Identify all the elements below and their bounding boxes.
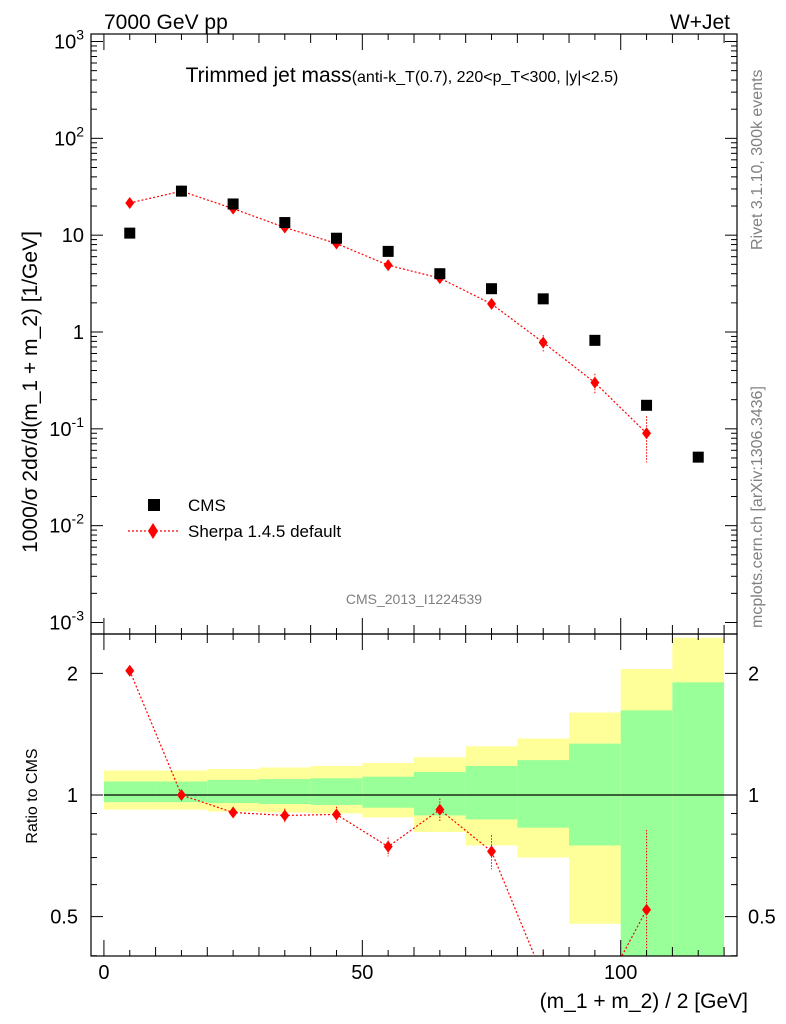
ratio-point — [487, 845, 497, 858]
cms-point — [434, 268, 446, 280]
ratio-point — [280, 809, 290, 822]
legend-label-cms: CMS — [188, 496, 226, 515]
band-inner — [465, 765, 518, 820]
ratio-y-tick-label-left: 2 — [67, 663, 78, 685]
x-tick-label: 50 — [351, 962, 373, 984]
main-y-tick-label: 10-2 — [49, 511, 84, 538]
legend-marker-sherpa — [148, 523, 158, 539]
band-inner — [207, 779, 259, 804]
ratio-point — [228, 806, 238, 819]
cms-point — [692, 451, 704, 463]
sherpa-point — [125, 196, 135, 209]
x-tick-label: 0 — [98, 962, 109, 984]
header-right: W+Jet — [670, 11, 730, 34]
sherpa-point — [538, 336, 548, 349]
band-inner — [517, 760, 570, 828]
main-y-tick-label: 1 — [73, 322, 84, 344]
main-frame — [90, 33, 738, 635]
ratio-point — [331, 808, 341, 821]
chart-title-main: Trimmed jet mass — [186, 64, 352, 87]
ratio-point — [539, 971, 548, 983]
header-left: 7000 GeV pp — [104, 11, 228, 34]
sherpa-point — [383, 259, 393, 272]
sherpa-point — [487, 297, 497, 310]
sherpa-point — [590, 376, 600, 389]
main-y-tick-label: 102 — [54, 123, 84, 150]
axes-layer: 10-3 10-2 10-1 1 10 102 103 0 50 100 0.5 0.5 1 1 2 2 — [49, 27, 776, 984]
ratio-y-tick-label-right: 1 — [748, 785, 759, 807]
site-label: mcplots.cern.ch [arXiv:1306.3436] — [749, 386, 766, 628]
cms-point — [124, 227, 136, 239]
main-y-tick-label: 10-3 — [49, 607, 84, 634]
band-inner — [672, 682, 725, 956]
band-inner — [103, 781, 156, 803]
ratio-point — [435, 803, 445, 816]
main-y-tick-label: 103 — [54, 27, 84, 54]
legend-marker-cms — [148, 499, 160, 511]
cms-point — [175, 185, 187, 197]
ratio-y-tick-label-right: 2 — [748, 663, 759, 685]
rivet-label: Rivet 3.1.10, 300k events — [749, 69, 766, 250]
analysis-watermark: CMS_2013_I1224539 — [346, 591, 482, 607]
legend-label-sherpa: Sherpa 1.4.5 default — [188, 522, 341, 541]
ratio-uncertainty-bands — [103, 637, 725, 956]
sherpa-point — [642, 427, 652, 440]
ratio-y-tick-label-left: 1 — [67, 785, 78, 807]
cms-point — [227, 198, 239, 210]
main-y-tick-label: 10 — [62, 225, 84, 247]
band-inner — [362, 776, 414, 808]
ratio-series-clip — [125, 664, 652, 983]
ratio-point — [642, 903, 652, 916]
ratio-series-layer — [125, 664, 652, 983]
ratio-y-tick-label-left: 0.5 — [50, 907, 78, 929]
cms-point — [382, 245, 394, 257]
band-inner — [310, 778, 363, 805]
legend: CMS Sherpa 1.4.5 default — [128, 496, 341, 541]
x-tick-label: 100 — [604, 962, 637, 984]
sherpa-line — [129, 190, 647, 434]
main-y-tick-label: 10-1 — [49, 414, 84, 441]
cms-point — [486, 283, 498, 295]
ratio-point — [125, 664, 135, 677]
ratio-y-axis-title: Ratio to CMS — [24, 748, 41, 843]
cms-point — [589, 334, 601, 346]
x-axis-title: (m_1 + m_2) / 2 [GeV] — [540, 990, 748, 1013]
ratio-point — [176, 789, 186, 801]
chart-title-sub: (anti-k_T(0.7), 220<p_T<300, |y|<2.5) — [352, 69, 619, 86]
cms-point — [641, 399, 653, 411]
ratio-point — [383, 840, 393, 853]
chart-title: Trimmed jet mass(anti-k_T(0.7), 220<p_T<… — [186, 64, 619, 87]
band-inner — [258, 779, 311, 804]
cms-point — [537, 293, 549, 305]
cms-point — [330, 232, 342, 244]
main-series-layer — [124, 185, 704, 463]
cms-point — [279, 217, 291, 229]
ratio-y-tick-label-right: 0.5 — [748, 907, 776, 929]
main-y-axis-title: 1000/σ 2dσ/d(m_1 + m_2) [1/GeV] — [19, 231, 42, 553]
